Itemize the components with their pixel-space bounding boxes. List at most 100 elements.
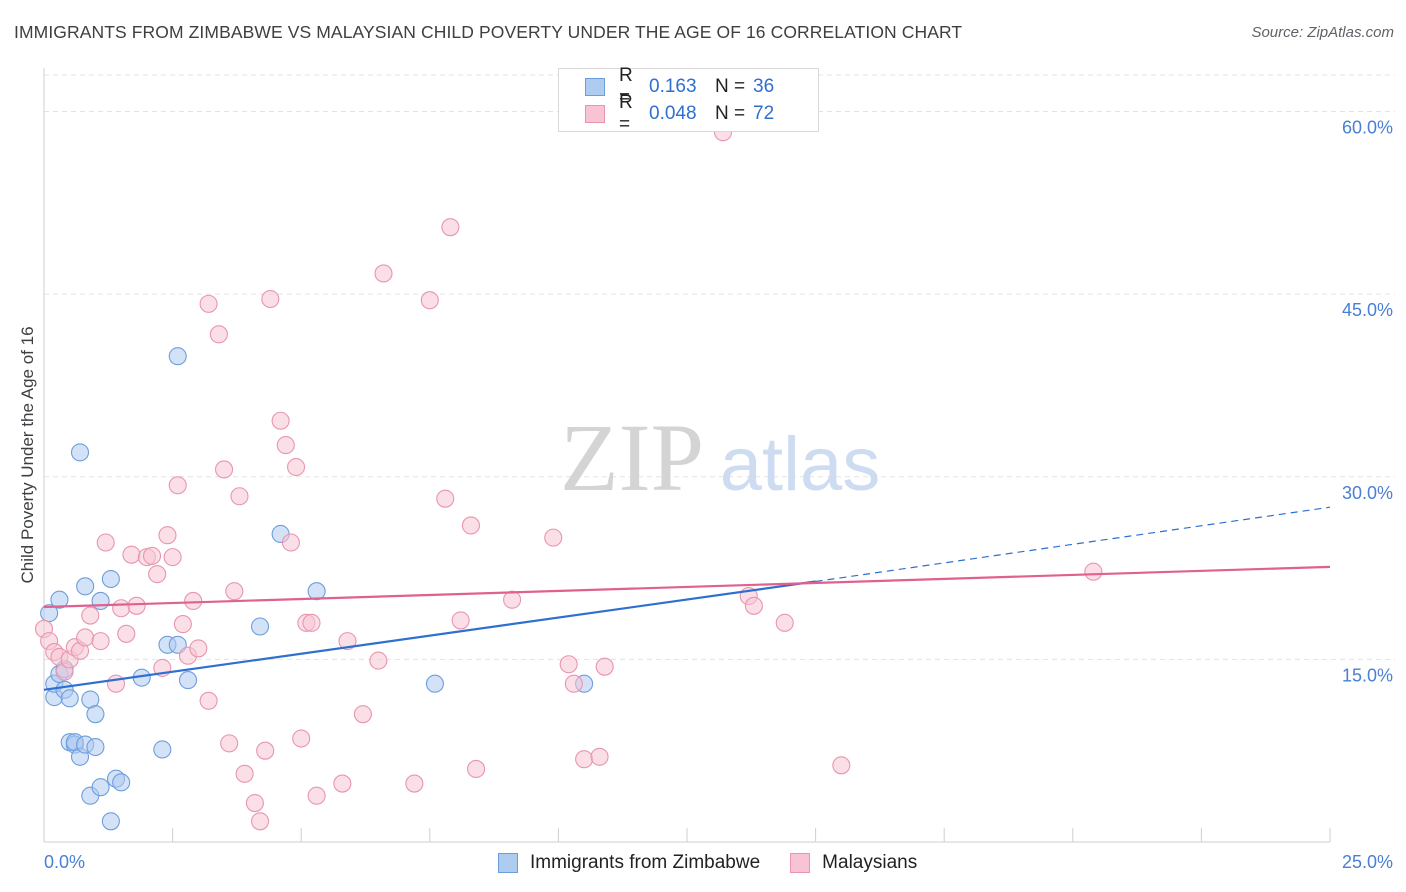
data-point	[142, 546, 162, 565]
data-point	[173, 615, 192, 634]
data-point	[199, 691, 218, 710]
data-point	[50, 590, 69, 609]
data-point	[199, 294, 218, 313]
data-point	[461, 516, 481, 535]
data-point	[209, 325, 228, 344]
data-point	[467, 759, 486, 779]
data-point	[302, 613, 321, 632]
y-tick-label: 15.0%	[1342, 665, 1393, 685]
watermark: ZIP atlas	[560, 404, 880, 511]
data-point	[112, 599, 131, 618]
legend-swatch-malaysians	[585, 105, 605, 123]
data-point	[91, 778, 110, 797]
data-point	[503, 590, 522, 609]
legend-r-value: 0.048	[649, 103, 697, 124]
trend-line	[43, 580, 816, 691]
legend-n-value: 36	[753, 76, 775, 97]
data-point	[117, 624, 136, 643]
trend-line	[43, 565, 1331, 609]
data-point	[86, 737, 105, 757]
data-point	[101, 569, 120, 589]
data-point	[250, 617, 270, 636]
source-label: Source: ZipAtlas.com	[1251, 24, 1394, 41]
data-point	[60, 689, 79, 708]
series-legend-swatch-malaysians	[790, 853, 811, 873]
data-point	[91, 591, 110, 610]
data-point	[122, 545, 141, 564]
legend-n-label: N =	[715, 103, 746, 124]
tick-labels: 15.0% 30.0% 45.0% 60.0% 0.0% 25.0%	[44, 118, 1393, 872]
data-point	[271, 411, 290, 430]
data-point	[76, 628, 95, 647]
data-point	[775, 613, 794, 632]
data-point	[338, 632, 357, 651]
legend-row-malaysians: R = 0.048 N = 72	[585, 92, 775, 135]
data-point	[214, 460, 234, 479]
legend-r-value: 0.163	[649, 76, 697, 97]
chart-title: IMMIGRANTS FROM ZIMBABWE VS MALAYSIAN CH…	[14, 22, 963, 42]
y-tick-label: 60.0%	[1342, 118, 1393, 138]
series-legend-label: Malaysians	[822, 852, 918, 873]
data-point	[595, 657, 614, 676]
watermark-atlas: atlas	[720, 422, 881, 507]
data-point	[276, 436, 295, 455]
data-point	[225, 582, 244, 601]
data-point	[168, 476, 187, 495]
data-point	[70, 443, 90, 462]
data-point	[235, 764, 254, 783]
data-point	[220, 734, 239, 753]
legend-r-label: R =	[619, 65, 633, 108]
data-point	[184, 591, 203, 610]
data-point	[96, 533, 115, 552]
data-point	[163, 548, 182, 567]
data-point	[420, 291, 439, 310]
data-point	[250, 812, 270, 831]
data-point	[333, 774, 352, 793]
data-point	[178, 671, 198, 690]
legend-r-label: R =	[619, 92, 633, 135]
data-point	[374, 264, 393, 283]
series-zimbabwe-points	[40, 347, 594, 831]
data-point	[127, 596, 146, 615]
data-point	[292, 729, 311, 748]
data-point	[425, 674, 444, 693]
data-point	[230, 487, 249, 506]
watermark-zip: ZIP	[560, 404, 704, 511]
data-point	[544, 528, 563, 547]
data-point	[86, 705, 105, 724]
data-point	[81, 606, 100, 625]
data-point	[101, 812, 120, 831]
legend-n-value: 72	[753, 103, 775, 124]
data-point	[158, 526, 177, 545]
data-point	[153, 740, 172, 759]
y-tick-label: 30.0%	[1342, 483, 1393, 503]
series-legend-label: Immigrants from Zimbabwe	[530, 852, 761, 873]
legend: R = 0.163 N = 36 R = 0.048 N = 72	[558, 65, 819, 135]
data-point	[451, 611, 470, 630]
series-legend-item-zimbabwe: Immigrants from Zimbabwe	[498, 852, 760, 874]
data-point	[744, 596, 763, 615]
data-point	[559, 655, 578, 674]
data-point	[405, 774, 424, 793]
trend-line-extension	[815, 506, 1331, 583]
legend-n-label: N =	[715, 76, 746, 97]
trend-lines	[43, 506, 1331, 691]
data-point	[76, 577, 95, 596]
data-point	[168, 347, 187, 366]
data-point	[307, 786, 326, 805]
data-point	[575, 750, 594, 769]
data-point	[91, 632, 110, 651]
data-point	[369, 651, 388, 670]
series-legend-swatch-zimbabwe	[498, 853, 518, 873]
data-point	[261, 289, 280, 309]
y-tick-label: 45.0%	[1342, 300, 1393, 320]
data-point	[256, 741, 275, 760]
x-tick-label: 0.0%	[44, 852, 85, 872]
data-point	[287, 457, 306, 477]
axes	[43, 68, 1331, 843]
legend-row-zimbabwe: R = 0.163 N = 36	[585, 65, 775, 108]
data-point	[112, 773, 131, 792]
data-point	[189, 639, 208, 658]
data-point	[148, 565, 167, 584]
